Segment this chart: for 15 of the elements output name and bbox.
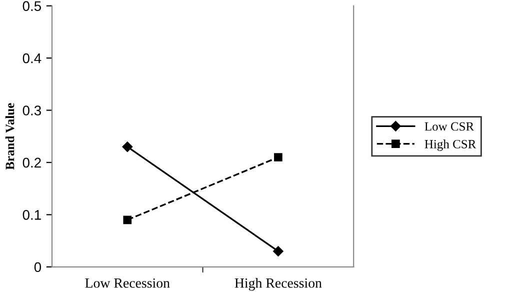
y-tick-label: 0.5: [22, 1, 42, 12]
y-tick-label: 0: [34, 262, 42, 272]
legend-label: Low CSR: [424, 122, 474, 131]
point: [123, 216, 132, 224]
y-tick-label: 0.2: [22, 158, 41, 168]
y-axis-title: Brand Value: [5, 103, 14, 170]
x-tick-label: High Recession: [234, 278, 322, 291]
y-tick-label: 0.4: [22, 53, 42, 64]
legend-label: High CSR: [424, 140, 476, 151]
point: [274, 153, 282, 162]
point: [273, 246, 284, 256]
y-tick-label: 0.1: [22, 210, 41, 220]
x-tick-label: Low Recession: [85, 278, 170, 288]
y-tick-label: 0.3: [22, 106, 41, 116]
point: [122, 142, 133, 152]
